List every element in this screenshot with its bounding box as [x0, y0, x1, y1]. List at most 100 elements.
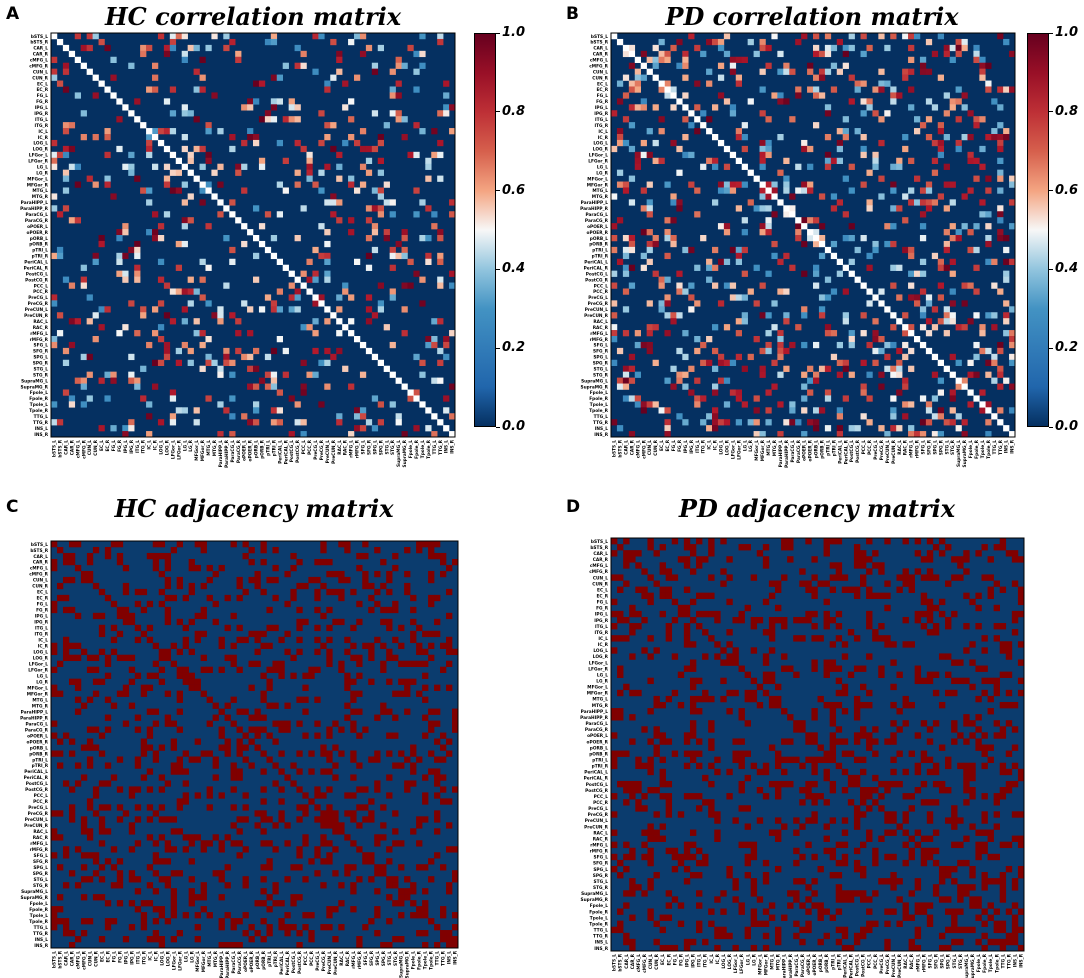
matrix-cell [973, 353, 980, 361]
x-tick-label: LG_L [742, 440, 748, 451]
matrix-cell [1011, 726, 1019, 733]
matrix-cell [235, 347, 242, 355]
matrix-cell [985, 175, 992, 182]
matrix-cell [951, 720, 958, 727]
matrix-cell [80, 377, 87, 384]
matrix-cell [937, 193, 944, 200]
matrix-cell [152, 163, 159, 170]
matrix-cell [386, 792, 393, 799]
matrix-cell [647, 823, 654, 830]
matrix-cell [425, 175, 432, 182]
matrix-cell [811, 665, 818, 672]
matrix-cell [122, 270, 129, 277]
matrix-cell [949, 235, 956, 242]
matrix-cell [170, 870, 177, 877]
matrix-cell [872, 629, 879, 636]
matrix-cell [410, 594, 417, 602]
matrix-cell [260, 864, 267, 871]
matrix-cell [729, 56, 737, 63]
matrix-cell [723, 33, 731, 40]
matrix-cell [241, 104, 248, 111]
matrix-cell [945, 580, 952, 587]
matrix-cell [842, 175, 849, 182]
matrix-cell [1011, 580, 1019, 587]
matrix-cell [1005, 720, 1013, 727]
matrix-cell [647, 592, 654, 600]
matrix-cell [658, 282, 665, 289]
matrix-cell [979, 163, 986, 170]
matrix-diagonal-cell [841, 768, 849, 776]
matrix-cell [937, 33, 944, 40]
matrix-cell [359, 371, 367, 378]
matrix-cell [622, 270, 630, 277]
matrix-cell [336, 175, 343, 182]
matrix-cell [759, 68, 766, 75]
y-tick-label: LOG_L [33, 141, 48, 147]
matrix-cell [836, 359, 843, 366]
matrix-cell [811, 799, 818, 806]
matrix-cell [652, 235, 659, 242]
matrix-diagonal-cell [74, 564, 82, 572]
matrix-cell [1005, 750, 1013, 757]
matrix-cell [937, 282, 944, 289]
matrix-cell [987, 708, 994, 715]
matrix-cell [194, 792, 201, 799]
matrix-cell [623, 938, 630, 946]
matrix-cell [841, 853, 849, 861]
matrix-cell [278, 672, 285, 679]
matrix-cell [658, 407, 665, 414]
matrix-cell [732, 817, 739, 824]
matrix-diagonal-cell [688, 110, 695, 117]
matrix-cell [765, 407, 772, 414]
matrix-cell [932, 847, 940, 855]
matrix-cell [380, 834, 387, 841]
matrix-cell [128, 62, 135, 69]
matrix-cell [425, 258, 432, 265]
x-tick-label: pORB_R [261, 950, 267, 969]
matrix-cell [961, 223, 968, 230]
matrix-cell [248, 558, 255, 566]
y-tick-label: TTG_L [594, 414, 609, 420]
y-tick-label: pTRI_R [32, 254, 49, 260]
y-tick-label: PreCG_L [588, 806, 608, 812]
matrix-cell [104, 395, 111, 402]
matrix-cell [300, 431, 307, 438]
matrix-cell [896, 371, 903, 378]
matrix-cell [932, 780, 940, 788]
matrix-cell [176, 696, 183, 703]
matrix-cell [1011, 629, 1019, 636]
matrix-cell [314, 852, 321, 859]
matrix-cell [818, 294, 826, 301]
x-tick-label: PostCG_L [855, 954, 861, 977]
matrix-cell [356, 600, 363, 608]
matrix-cell [945, 787, 952, 794]
matrix-cell [284, 876, 291, 883]
y-tick-label: LG_R [596, 679, 608, 685]
matrix-cell [777, 336, 784, 343]
matrix-diagonal-cell [368, 858, 375, 865]
x-tick-label: rMFG_R [355, 439, 361, 458]
matrix-cell [140, 187, 147, 194]
matrix-cell [981, 762, 988, 770]
matrix-cell [128, 666, 136, 673]
matrix-cell [847, 896, 855, 903]
matrix-cell [860, 732, 867, 739]
matrix-cell [1009, 353, 1016, 361]
x-tick-label: oPOER_R [249, 950, 255, 972]
matrix-cell [440, 666, 447, 673]
matrix-cell [890, 86, 897, 93]
matrix-cell [647, 787, 654, 794]
matrix-cell [253, 383, 260, 390]
y-tick-label: IPG_R [594, 618, 608, 624]
matrix-diagonal-cell [128, 110, 135, 117]
matrix-cell [332, 870, 339, 877]
matrix-cell [969, 732, 976, 739]
matrix-cell [629, 847, 636, 855]
panel-letter: B [566, 4, 579, 24]
matrix-cell [729, 359, 737, 366]
matrix-cell [653, 829, 660, 836]
matrix-cell [242, 541, 249, 548]
matrix-cell [813, 50, 820, 58]
matrix-cell [248, 726, 255, 733]
matrix-cell [296, 624, 303, 632]
